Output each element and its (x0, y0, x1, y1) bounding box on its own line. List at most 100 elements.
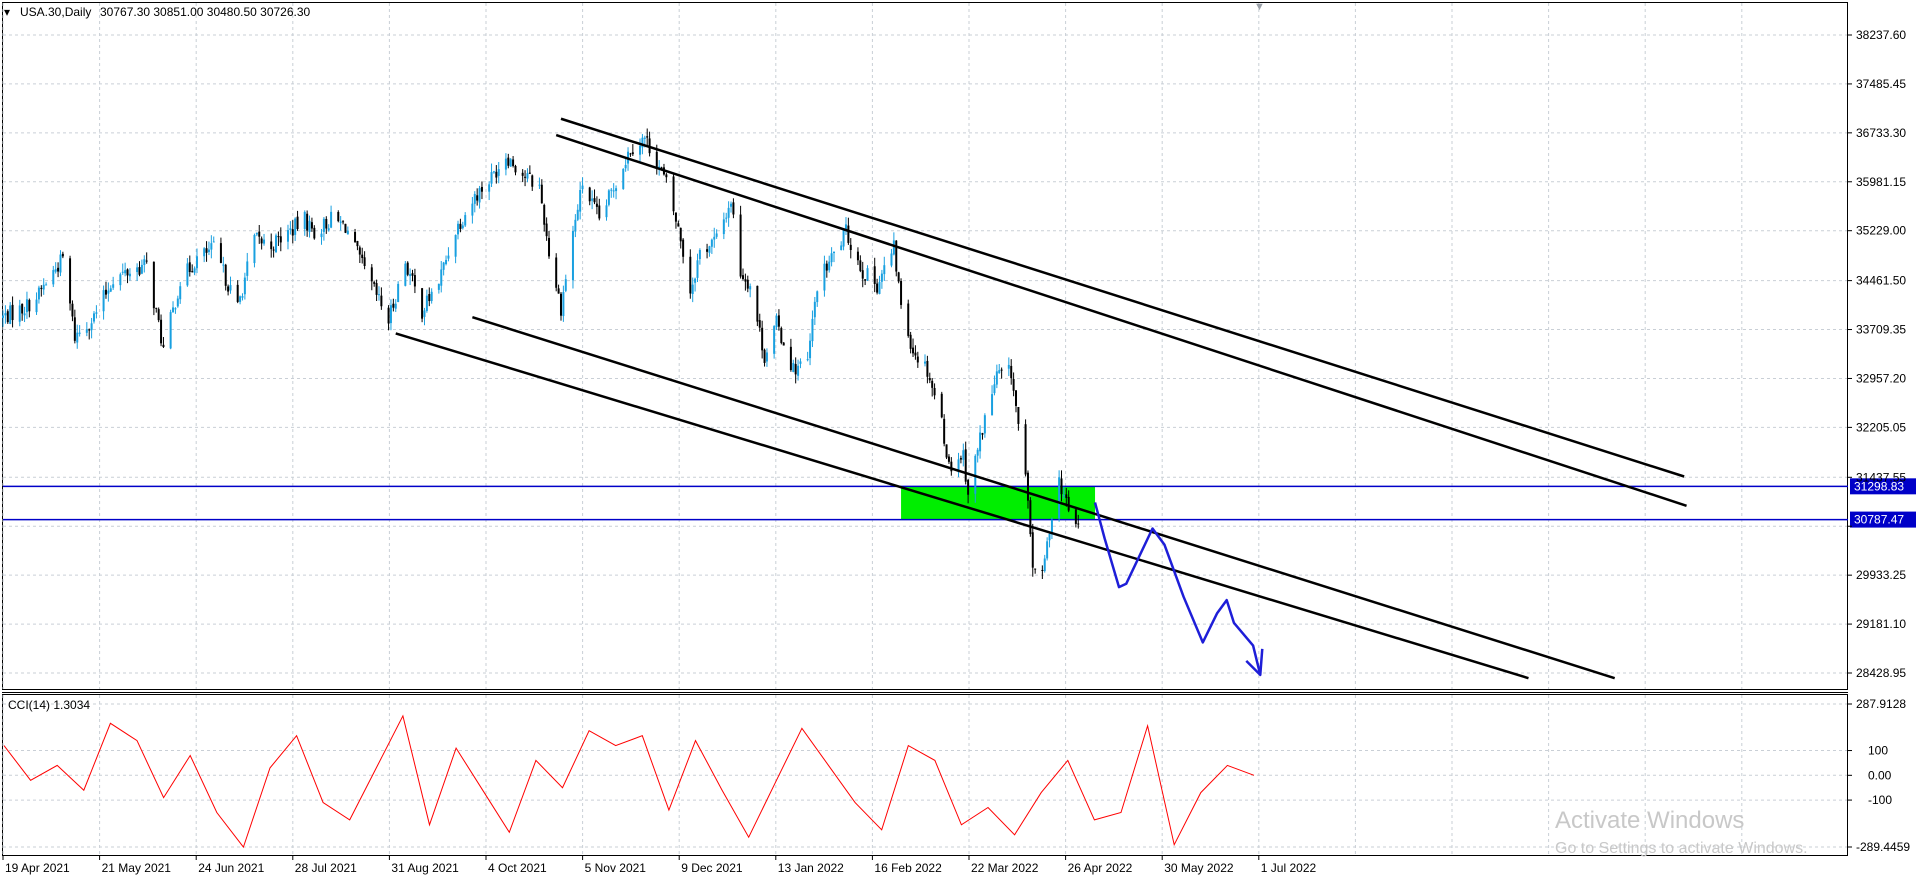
candle-body (79, 333, 81, 334)
candle-body (876, 284, 878, 293)
candle-body (52, 270, 54, 284)
candle-body (294, 219, 296, 235)
candle-body (146, 261, 148, 262)
candle-body (898, 272, 900, 281)
price-axis-label: 36733.30 (1856, 126, 1906, 140)
candle-body (347, 231, 349, 235)
candle-body (1034, 569, 1036, 570)
candle-body (292, 229, 294, 235)
candle-body (162, 345, 164, 347)
candle-body (177, 299, 179, 307)
candle-body (275, 235, 277, 252)
candle-body (421, 288, 423, 318)
candle-body (311, 222, 313, 228)
symbol-dropdown-arrow[interactable]: ▾ (4, 5, 10, 19)
candle-body (723, 219, 725, 234)
candle-body (859, 260, 861, 271)
candle-body (1065, 494, 1067, 498)
candle-body (498, 169, 500, 176)
price-axis-label: 29181.10 (1856, 617, 1906, 631)
candle-body (795, 364, 797, 374)
candle-body (471, 204, 473, 216)
candle-body (1044, 559, 1046, 572)
candle-body (246, 261, 248, 275)
candle-body (59, 255, 61, 273)
candle-body (979, 432, 981, 451)
candle-body (88, 329, 90, 330)
candle-body (766, 352, 768, 361)
candle-body (354, 232, 356, 242)
candle-body (843, 230, 845, 247)
candle-body (962, 450, 964, 460)
candle-body (24, 313, 26, 315)
candle-body (488, 184, 490, 191)
candle-body (409, 274, 411, 276)
candle-body (464, 215, 466, 225)
candle-body (244, 278, 246, 295)
candle-body (840, 245, 842, 250)
candle-body (505, 159, 507, 170)
candle-body (378, 294, 380, 295)
candle-body (21, 304, 23, 314)
candle-body (907, 304, 909, 336)
candle-body (742, 275, 744, 279)
candle-body (864, 279, 866, 280)
cci-axis-label: -100 (1868, 793, 1892, 807)
time-axis-label: 28 Jul 2021 (295, 861, 357, 875)
candle-body (342, 221, 344, 222)
candle-body (814, 302, 816, 317)
time-axis-label: 4 Oct 2021 (488, 861, 547, 875)
candle-body (1075, 509, 1077, 523)
candle-body (476, 195, 478, 200)
candle-body (1029, 500, 1031, 534)
candle-body (792, 363, 794, 372)
candle-body (191, 271, 193, 272)
candle-body (4, 313, 6, 315)
candle-body (76, 333, 78, 343)
candle-body (1058, 477, 1060, 518)
candle-body (356, 241, 358, 246)
candle-body (9, 306, 11, 324)
candle-body (596, 204, 598, 207)
candle-body (136, 267, 138, 272)
candle-body (1025, 424, 1027, 474)
candle-body (548, 238, 550, 256)
candle-body (253, 235, 255, 263)
candle-body (725, 218, 727, 219)
candle-body (1049, 534, 1051, 540)
candle-body (270, 241, 272, 249)
price-axis-label: 29933.25 (1856, 568, 1906, 582)
candle-body (380, 296, 382, 307)
candle-body (412, 273, 414, 276)
cci-axis-label: -289.4459 (1856, 840, 1910, 854)
candle-body (689, 257, 691, 294)
candle-body (529, 173, 531, 174)
candle-body (261, 238, 263, 243)
candle-body (613, 190, 615, 191)
candle-body (158, 309, 160, 320)
candle-body (69, 258, 71, 303)
price-axis-label: 37485.45 (1856, 77, 1906, 91)
candle-body (526, 173, 528, 178)
candle-body (967, 480, 969, 495)
candle-body (546, 224, 548, 237)
watermark-line2: Go to Settings to activate Windows. (1555, 840, 1808, 857)
candle-body (445, 260, 447, 264)
candle-body (531, 175, 533, 186)
price-axis-label: 32205.05 (1856, 420, 1906, 434)
candle-body (507, 158, 509, 166)
candle-body (1046, 541, 1048, 558)
candle-body (574, 220, 576, 232)
candle-body (629, 153, 631, 154)
candle-body (1063, 495, 1065, 496)
candle-body (699, 250, 701, 259)
candle-body (459, 224, 461, 229)
candle-body (376, 283, 378, 295)
candle-body (924, 362, 926, 364)
candle-body (43, 285, 45, 290)
shift-marker-icon[interactable]: ▼ (1254, 1, 1265, 13)
candle-body (230, 285, 232, 290)
candle-body (28, 300, 30, 311)
